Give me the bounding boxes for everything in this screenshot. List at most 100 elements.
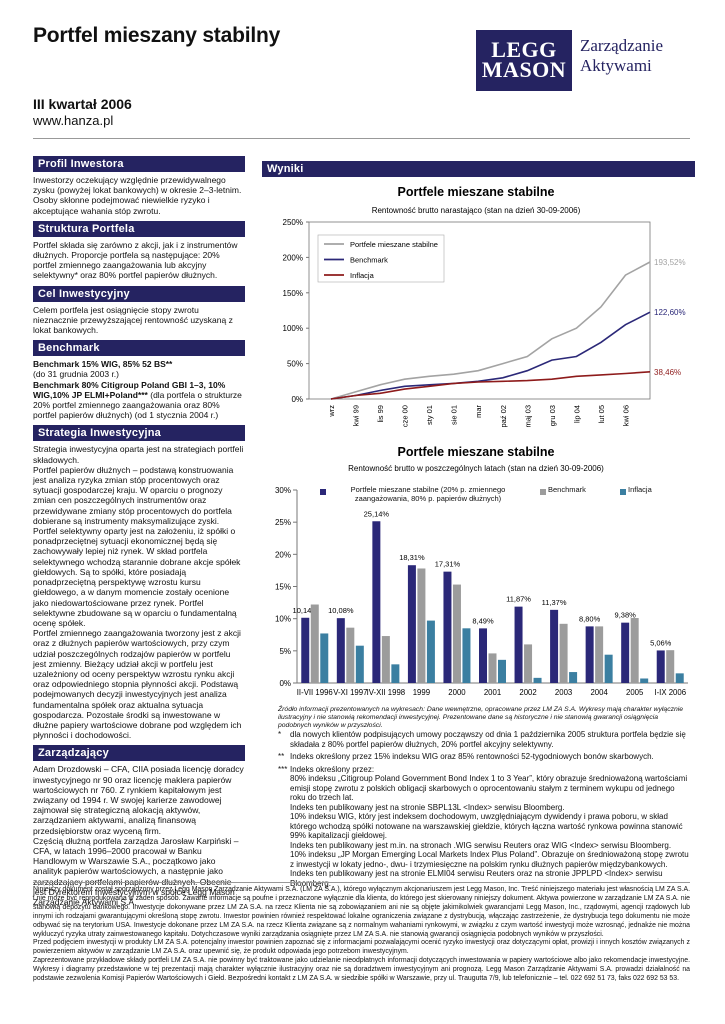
series-line (330, 371, 651, 400)
value-label: 193,52% (654, 258, 686, 267)
value-label: 38,46% (654, 368, 681, 377)
paragraph: Portfel selektywny oparty jest na założe… (33, 526, 241, 628)
bar (533, 677, 542, 683)
x-tick-label: 2004 (590, 688, 608, 697)
chart-title: Portfele mieszane stabilne (397, 185, 554, 199)
footnote-mark: *** (278, 764, 288, 774)
bar (479, 628, 487, 683)
x-tick-label: sty 01 (425, 405, 434, 425)
value-label: 10,14% (293, 606, 319, 615)
x-tick-label: I-IX 2006 (654, 688, 686, 697)
text-run: Benchmark 80% Citigroup Poland GBI 1–3, … (33, 379, 226, 400)
bar-chart: Portfele mieszane stabilne Rentowność bru… (275, 445, 688, 697)
bar (426, 620, 435, 683)
source-note: Źródło informacji prezentowanych na wykr… (278, 706, 684, 729)
legend-swatch (540, 489, 546, 495)
bar (407, 565, 416, 683)
y-tick-label: 0% (279, 679, 291, 688)
x-tick-label: cze 00 (401, 405, 410, 427)
series-line (330, 311, 651, 400)
section-header: Benchmark (33, 340, 245, 357)
legend-item: Inflacja (628, 485, 652, 494)
bar (621, 622, 630, 683)
legend-frame (317, 234, 445, 283)
page-title: Portfel mieszany stabilny (33, 24, 281, 47)
bar (301, 617, 310, 683)
footnote-line: Indeks ten publikowany jest na stronie S… (290, 802, 565, 812)
footnote-line: Indeks ten publikowany jest na stronie E… (290, 869, 663, 888)
footnote: * dla nowych klientów podpisujących umowy… (278, 730, 690, 749)
footnotes: * dla nowych klientów podpisujących umowy… (278, 730, 690, 891)
bar (604, 654, 613, 683)
value-label: 11,37% (542, 598, 567, 607)
footnote-mark: ** (278, 752, 285, 761)
x-tick-label: wrz (327, 405, 336, 418)
value-label: 8,80% (579, 614, 601, 623)
y-tick-label: 25% (275, 518, 291, 527)
section-header: Wyniki (262, 161, 695, 177)
logo: LEGG MASON (476, 30, 572, 91)
paragraph: Celem portfela jest osiągnięcie stopy zw… (33, 304, 233, 336)
x-tick-label: II-VII 1996 (297, 688, 333, 697)
paragraph: Strategia inwestycyjna oparta jest na st… (33, 444, 244, 465)
footnote-line: 80% indeksu „Citigroup Poland Government… (290, 774, 688, 802)
footnote-body: Indeks określony przez 15% indeksu WIG o… (290, 752, 654, 762)
value-label: 17,31% (435, 560, 461, 569)
chart-subtitle: Rentowność brutto narastająco (stan na d… (372, 206, 581, 215)
rule (33, 138, 690, 139)
x-tick-label: 2005 (626, 688, 644, 697)
paragraph: Adam Drozdowski – CFA, CIIA posiada lice… (33, 764, 244, 836)
y-tick-label: 50% (287, 360, 303, 369)
x-tick-label: 1999 (413, 688, 430, 697)
x-tick-label: IV-XII 1998 (367, 688, 406, 697)
x-tick-label: maj 03 (523, 405, 532, 428)
legend-item: Portfele mieszane stabilne (20% p. zmien… (350, 485, 506, 503)
paragraph: (do 31 grudnia 2003 r.) (33, 369, 245, 379)
bar (417, 568, 426, 683)
paragraph: Częścią dłużną portfela zarządza Jarosła… (33, 835, 239, 907)
disclaimer-paragraph: Zaprezentowane przykładowe składy portfe… (33, 957, 690, 983)
disclaimer-paragraph: Niniejszy dokument został sporządzony pr… (33, 886, 690, 938)
x-tick-label: paź 02 (499, 405, 508, 428)
legend-label: Inflacja (350, 271, 375, 280)
x-tick-label: gru 03 (548, 405, 557, 426)
y-tick-label: 200% (283, 253, 303, 262)
paragraph: Benchmark 15% WIG, 85% 52 BS** (33, 359, 245, 369)
x-tick-label: 2003 (555, 688, 572, 697)
footnote-line: 10% indeksu „JP Morgan Emerging Local Ma… (290, 850, 689, 869)
y-tick-label: 15% (275, 583, 291, 592)
logo-line: MASON (481, 57, 567, 82)
y-tick-label: 5% (279, 647, 291, 656)
section-header: Struktura Portfela (33, 220, 245, 237)
text-run: (do 31 grudnia 2003 r.) (33, 369, 120, 380)
value-label: 9,38% (615, 611, 637, 620)
footnote-text: dla nowych klientów podpisujących umowy … (290, 730, 686, 749)
x-tick-label: 2002 (519, 688, 536, 697)
value-label: 25,14% (364, 509, 390, 518)
value-label: 8,49% (472, 616, 494, 625)
legend-label: Portfele mieszane stabilne (20% p. zmien… (350, 485, 506, 503)
footnote-body: dla nowych klientów podpisujących umowy … (290, 730, 690, 749)
footnote-mark: * (278, 730, 282, 739)
bar (559, 623, 568, 683)
bar (675, 673, 684, 683)
x-tick-label: 2000 (448, 688, 466, 697)
x-tick-label: 2001 (484, 688, 501, 697)
disclaimer: Niniejszy dokument został sporządzony pr… (33, 882, 690, 984)
footnote: ** Indeks określony przez 15% indeksu WIG… (278, 752, 690, 762)
x-tick-label: kwi 99 (352, 405, 361, 426)
section-header: Cel Inwestycyjny (33, 285, 245, 302)
legend-item: Benchmark (548, 485, 586, 494)
bar (514, 606, 523, 683)
paragraph: Inwestorzy oczekujący względnie przewidy… (33, 175, 242, 216)
disclaimer-paragraph: Przed podjęciem inwestycji w produkty LM… (33, 939, 690, 956)
x-tick-label: V-XI 1997 (333, 688, 367, 697)
legend-label: Benchmark (548, 485, 586, 494)
bar (381, 636, 390, 683)
bar (391, 664, 400, 683)
bar (524, 644, 533, 683)
y-tick-label: 30% (275, 486, 291, 495)
left-column: Profil Inwestora Inwestorzy oczekujący wz… (33, 156, 245, 907)
bar (320, 633, 329, 683)
chart-title: Portfele mieszane stabilne (397, 445, 554, 459)
